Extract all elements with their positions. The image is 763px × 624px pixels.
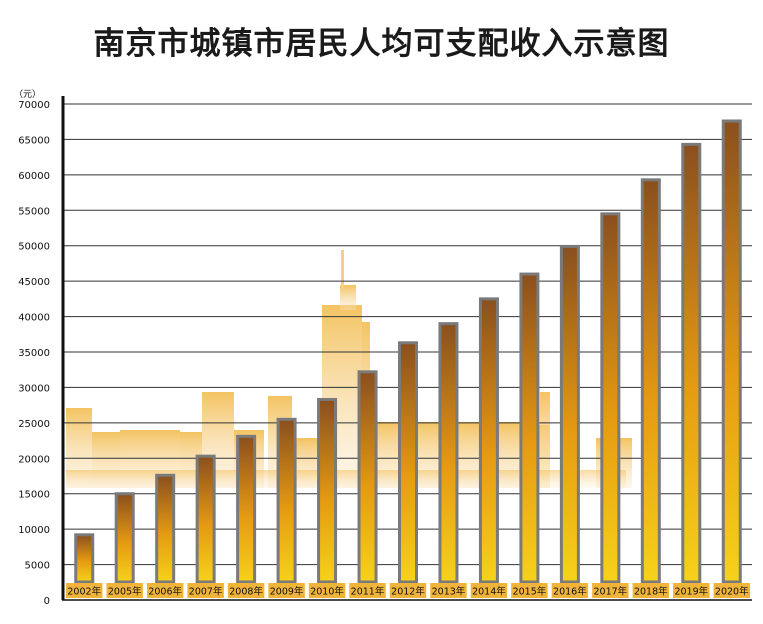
bar — [519, 272, 540, 584]
x-tick-label: 2017年 — [594, 586, 628, 598]
y-axis-label: （元） — [14, 89, 41, 100]
x-tick-label: 2019年 — [674, 586, 708, 598]
x-tick-label-bg — [106, 583, 143, 598]
y-tick-label: 45000 — [18, 277, 50, 288]
x-tick-label: 2016年 — [553, 586, 587, 598]
bar — [398, 341, 418, 584]
x-tick-label: 2006年 — [148, 586, 182, 598]
x-tick-label-bg — [430, 583, 467, 598]
x-tick-label-bg — [470, 583, 508, 598]
y-tick-label: 50000 — [18, 242, 50, 253]
y-tick-label: 25000 — [18, 419, 50, 430]
bar — [478, 297, 499, 584]
x-tick-label: 2007年 — [189, 586, 223, 598]
y-tick-label: 30000 — [18, 383, 50, 394]
x-tick-label: 2012年 — [391, 586, 425, 598]
x-tick-label-bg — [66, 583, 103, 598]
x-tick-label-bg — [308, 583, 346, 598]
x-tick-label-bg — [389, 583, 427, 598]
bar — [640, 178, 661, 584]
x-tick-label-bg — [632, 583, 670, 598]
city-skyline-background — [66, 250, 632, 488]
bar — [276, 417, 297, 584]
bar — [600, 212, 621, 584]
bar — [114, 492, 135, 584]
bar — [74, 533, 95, 584]
bar — [559, 244, 580, 584]
y-tick-label: 10000 — [18, 525, 50, 536]
y-tick-label: 5000 — [25, 561, 50, 572]
x-tick-label: 2009年 — [270, 586, 304, 598]
x-tick-label-bg — [592, 583, 629, 598]
bar — [357, 370, 378, 584]
x-tick-label-bg — [551, 583, 589, 598]
bar — [236, 434, 257, 584]
x-tick-label: 2020年 — [715, 586, 749, 598]
y-tick-label: 35000 — [18, 348, 50, 359]
bar — [721, 119, 742, 584]
x-tick-label-bg — [349, 583, 386, 598]
y-tick-label: 15000 — [18, 490, 50, 501]
y-tick-label: 40000 — [18, 313, 50, 324]
x-tick-label-bg — [146, 583, 184, 598]
x-tick-label-bg — [673, 583, 710, 598]
x-tick-label: 2010年 — [310, 586, 344, 598]
x-tick-label-bg — [187, 583, 224, 598]
y-tick-label: 55000 — [18, 206, 50, 217]
x-tick-label: 2002年 — [67, 586, 101, 598]
x-tick-label: 2015年 — [513, 586, 547, 598]
bar — [681, 142, 702, 584]
x-tick-label: 2008年 — [229, 586, 263, 598]
bar — [438, 322, 459, 584]
bar — [155, 473, 176, 584]
x-tick-label-bg — [227, 583, 265, 598]
chart-title: 南京市城镇市居民人均可支配收入示意图 — [93, 26, 670, 62]
x-tick-label: 2014年 — [472, 586, 506, 598]
x-tick-label: 2013年 — [432, 586, 466, 598]
y-tick-label: 65000 — [18, 135, 50, 146]
bar — [195, 454, 216, 584]
x-tick-label-bg — [268, 583, 305, 598]
x-tick-label: 2005年 — [108, 586, 142, 598]
x-tick-label: 2011年 — [351, 586, 385, 598]
x-tick-label-bg — [511, 583, 548, 598]
y-tick-label: 70000 — [18, 100, 50, 111]
bar — [317, 397, 338, 584]
y-tick-label: 0 — [44, 596, 50, 607]
x-tick-label-bg — [713, 583, 750, 598]
y-tick-label: 60000 — [18, 171, 50, 182]
y-tick-label: 20000 — [18, 454, 50, 465]
x-tick-label: 2018年 — [634, 586, 668, 598]
